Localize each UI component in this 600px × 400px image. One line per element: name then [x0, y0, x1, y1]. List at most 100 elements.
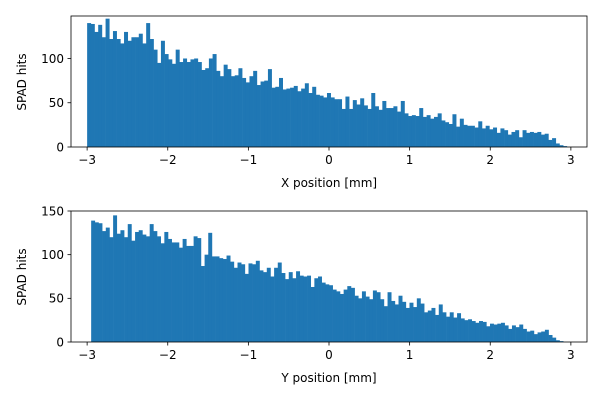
y-histogram-panel: −3 −2 −1 0 1 2 3 0 50 100 150 Y position [mm] SPA…	[15, 204, 588, 385]
histogram-bar	[356, 104, 361, 147]
histogram-bar	[508, 328, 513, 342]
histogram-bar	[350, 287, 355, 342]
histogram-bar	[319, 95, 324, 147]
histogram-bar	[227, 69, 232, 147]
histogram-bar	[105, 227, 110, 342]
histogram-bar	[285, 279, 290, 342]
histogram-bar	[434, 116, 438, 147]
histogram-bar	[168, 238, 172, 342]
histogram-bar	[416, 298, 421, 342]
histogram-bar	[360, 98, 365, 147]
y-tick-label: 50	[49, 292, 64, 306]
histogram-bar	[419, 108, 424, 147]
histogram-bar	[124, 237, 129, 342]
histogram-bar	[90, 23, 95, 147]
histogram-bar	[127, 40, 132, 147]
histogram-bar	[160, 243, 165, 342]
x-tick-label: −1	[240, 153, 258, 167]
histogram-bar	[420, 303, 425, 342]
histogram-bar	[172, 63, 176, 147]
histogram-bar	[245, 82, 250, 147]
histogram-bar	[98, 223, 103, 342]
histogram-bar	[497, 323, 502, 342]
histogram-bar	[303, 276, 308, 342]
histogram-bar	[504, 325, 509, 342]
histogram-bar	[369, 299, 374, 342]
histogram-bar	[397, 111, 402, 147]
histogram-bar	[409, 302, 414, 342]
histogram-bar	[219, 76, 224, 147]
histogram-bar	[559, 145, 564, 147]
x-tick-label: 0	[325, 348, 333, 362]
x-tick-label: 3	[567, 348, 575, 362]
histogram-bar	[112, 31, 117, 147]
x-tick-label: 1	[406, 153, 414, 167]
x-tick-label: −3	[78, 348, 96, 362]
histogram-bar	[160, 40, 165, 147]
x-tick-label: 0	[325, 153, 333, 167]
histogram-bar	[277, 262, 282, 342]
histogram-bar	[244, 273, 249, 342]
histogram-bar	[398, 295, 403, 342]
histogram-bar	[314, 278, 319, 342]
histogram-bar	[201, 69, 206, 147]
histogram-bar	[252, 264, 257, 342]
histogram-bar	[387, 292, 392, 342]
y-tick-label: 100	[41, 52, 64, 66]
histogram-bar	[552, 337, 557, 342]
histogram-bar	[490, 323, 494, 342]
histogram-bar	[548, 335, 553, 342]
histogram-bar	[241, 264, 246, 342]
x-tick-label: 3	[567, 153, 575, 167]
histogram-bar	[323, 97, 328, 147]
histogram-bar	[282, 89, 287, 147]
histogram-bar	[471, 321, 476, 342]
histogram-bar	[231, 76, 236, 147]
histogram-bar	[98, 24, 103, 148]
histogram-bar	[186, 245, 191, 342]
histogram-bar	[256, 85, 261, 147]
histogram-bar	[296, 271, 301, 342]
x-tick-label: −1	[240, 348, 258, 362]
histogram-bar	[212, 54, 217, 148]
histogram-bar	[441, 120, 446, 147]
histogram-bar	[435, 314, 440, 342]
histogram-bar	[293, 85, 298, 147]
histogram-bar	[230, 261, 235, 342]
histogram-bar	[105, 18, 110, 147]
histogram-bar	[352, 100, 357, 147]
histogram-bar	[249, 76, 254, 147]
histogram-bar	[374, 106, 379, 147]
histogram-bar	[94, 31, 99, 147]
histogram-bar	[286, 88, 291, 147]
histogram-bar	[479, 321, 483, 342]
histogram-bar	[515, 130, 520, 147]
histogram-bar	[411, 115, 416, 147]
x-tick-label: −3	[78, 153, 96, 167]
histogram-bar	[349, 108, 354, 147]
histogram-bar	[153, 231, 158, 342]
histogram-bar	[307, 275, 312, 342]
histogram-bar	[138, 33, 143, 148]
histogram-bar	[504, 130, 509, 147]
histogram-bar	[478, 121, 483, 147]
histogram-bar	[215, 256, 220, 342]
y-histogram-xlabel: Y position [mm]	[280, 371, 376, 385]
histogram-bar	[315, 94, 320, 147]
histogram-bar	[326, 93, 331, 147]
histogram-bar	[329, 285, 333, 342]
y-tick-label: 150	[41, 204, 64, 218]
histogram-bar	[153, 49, 158, 147]
y-axis-ticks: 0 50 100 150	[41, 204, 71, 349]
x-histogram-xlabel: X position [mm]	[281, 176, 377, 190]
histogram-bar	[537, 332, 542, 342]
y-axis-ticks: 0 50 100	[41, 52, 71, 154]
histogram-bar	[142, 43, 147, 147]
histogram-bar	[266, 267, 271, 342]
histogram-bar	[264, 80, 269, 147]
x-histogram-ylabel: SPAD hits	[15, 53, 29, 110]
histogram-bar	[511, 131, 516, 147]
histogram-bar	[541, 134, 545, 147]
x-tick-label: 2	[486, 348, 494, 362]
